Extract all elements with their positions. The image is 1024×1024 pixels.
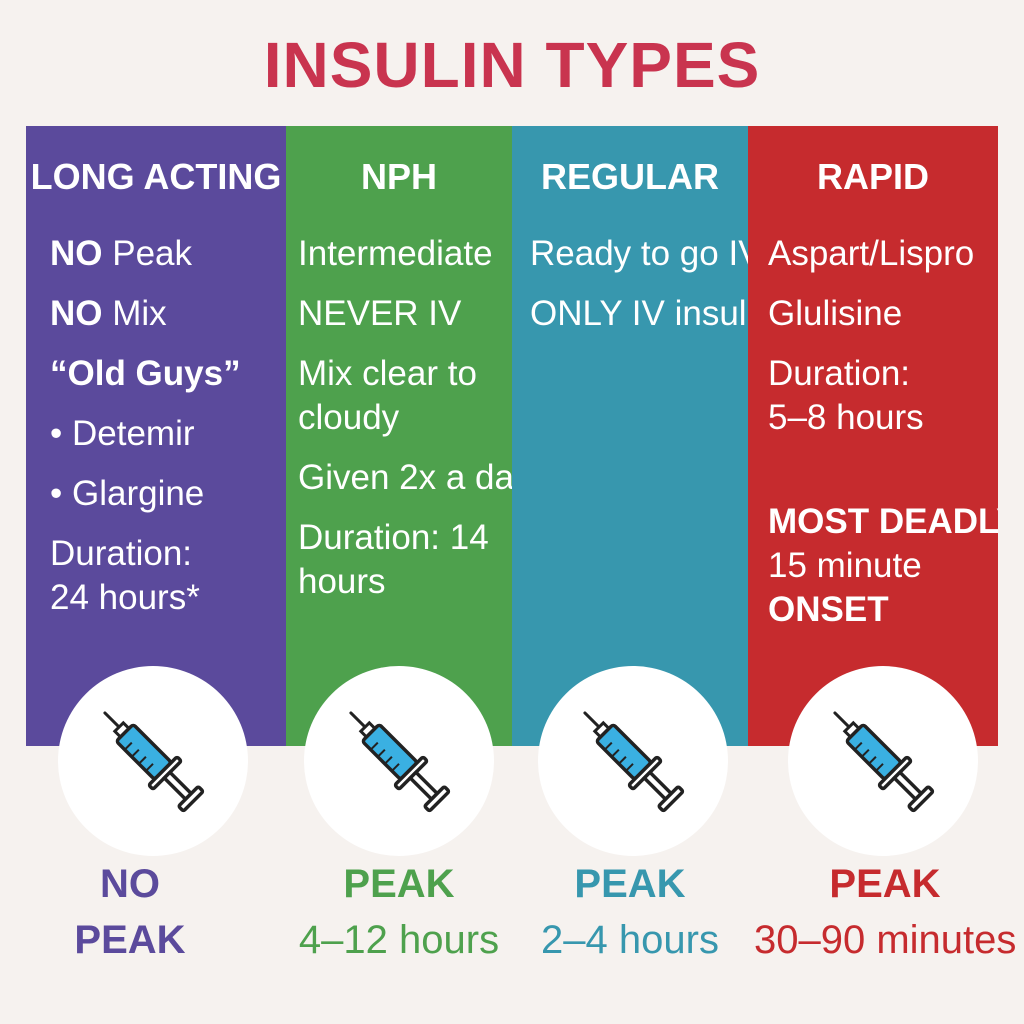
peak-value: 30–90 minutes	[754, 918, 1017, 962]
column-heading: REGULAR	[541, 156, 719, 197]
fact-line: cloudy	[298, 398, 400, 437]
peak-label: PEAK	[829, 862, 941, 906]
syringe-icon	[833, 711, 935, 813]
syringe-icon	[349, 711, 451, 813]
column-rapid: RAPID Aspart/Lispro Glulisine Duration: …	[748, 126, 998, 746]
column-body: Ready to go IV ONLY IV insulin	[530, 232, 748, 352]
fact-text: Mix	[102, 294, 167, 333]
column-regular: REGULAR Ready to go IV ONLY IV insulin	[512, 126, 748, 746]
fact-line: Duration: 14	[298, 518, 489, 557]
fact-line: NO Mix	[50, 292, 286, 336]
peak-caption-nph: PEAK 4–12 hours	[286, 856, 512, 968]
column-long-acting: LONG ACTING NO Peak NO Mix “Old Guys” • …	[26, 126, 286, 746]
syringe-badge-nph	[304, 666, 494, 856]
fact-line: Aspart/Lispro	[768, 234, 975, 273]
page-title: INSULIN TYPES	[263, 29, 761, 101]
fact-emphasis: NO	[50, 294, 103, 333]
fact-line: Intermediate	[298, 234, 493, 273]
fact-line: 15 minute	[768, 546, 922, 585]
peak-label: NO	[100, 862, 160, 906]
fact-emphasis: NO	[50, 234, 103, 273]
fact-line: NO Peak	[50, 232, 286, 276]
fact-line: ONLY IV insulin	[530, 294, 748, 333]
peak-value: PEAK	[74, 918, 186, 962]
fact-line: 24 hours*	[50, 578, 200, 617]
fact-line: Glulisine	[768, 294, 903, 333]
fact-line: Duration:	[50, 534, 193, 573]
fact-line: 5–8 hours	[768, 398, 924, 437]
warning-line: ONSET	[768, 590, 889, 629]
column-body: Aspart/Lispro Glulisine Duration: 5–8 ho…	[768, 232, 998, 632]
syringe-icon	[103, 711, 205, 813]
peak-value: 2–4 hours	[541, 918, 719, 962]
fact-line: Given 2x a day	[298, 458, 512, 497]
column-heading: RAPID	[816, 156, 929, 197]
column-body: Intermediate NEVER IV Mix clear to cloud…	[298, 232, 512, 620]
fact-line: Ready to go IV	[530, 234, 748, 273]
syringe-icon	[583, 711, 685, 813]
syringe-badge-regular	[538, 666, 728, 856]
column-heading: NPH	[360, 156, 437, 197]
fact-line: NEVER IV	[298, 294, 462, 333]
list-item: • Glargine	[50, 474, 205, 513]
fact-line: Duration:	[768, 354, 911, 393]
peak-caption-rapid: PEAK 30–90 minutes	[754, 856, 1016, 968]
column-heading: LONG ACTING	[30, 156, 282, 197]
fact-text: Peak	[102, 234, 192, 273]
column-body: NO Peak NO Mix “Old Guys” • Detemir • Gl…	[50, 232, 286, 636]
warning-line: MOST DEADLY	[768, 502, 998, 541]
peak-caption-regular: PEAK 2–4 hours	[512, 856, 748, 968]
list-item: • Detemir	[50, 414, 195, 453]
syringe-badge-long	[58, 666, 248, 856]
syringe-badge-rapid	[788, 666, 978, 856]
fact-line: “Old Guys”	[50, 354, 241, 393]
peak-value: 4–12 hours	[298, 918, 500, 962]
peak-label: PEAK	[343, 862, 455, 906]
fact-line: Mix clear to	[298, 354, 477, 393]
column-nph: NPH Intermediate NEVER IV Mix clear to c…	[286, 126, 512, 746]
peak-label: PEAK	[574, 862, 686, 906]
peak-caption-long: NO PEAK	[40, 856, 220, 968]
fact-line: hours	[298, 562, 386, 601]
